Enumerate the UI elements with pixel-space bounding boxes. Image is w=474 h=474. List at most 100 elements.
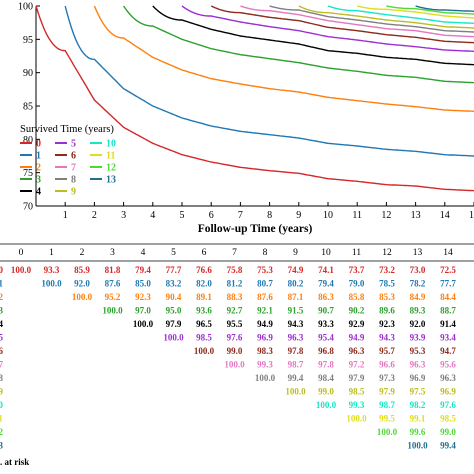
y-tick-label: 85 [23, 102, 33, 113]
table-cell: 96.3 [410, 360, 426, 370]
table-cell: 97.2 [349, 360, 365, 370]
survival-curve-8 [269, 5, 474, 33]
table-cell: 84.9 [410, 292, 426, 302]
at-risk-cell: 5759 [256, 473, 275, 474]
table-cell: 98.2 [410, 400, 426, 410]
table-cell: 77.7 [440, 279, 456, 289]
survival-curve-6 [210, 5, 474, 44]
survival-chart: 707580859095100123456789101112131415Foll… [18, 2, 474, 235]
table-row-label: 7 [0, 360, 4, 370]
y-tick-label: 95 [23, 35, 33, 46]
at-risk-cell: 1098 [439, 473, 458, 474]
at-risk-cell: 18511 [10, 473, 33, 474]
table-cell: 72.5 [440, 265, 456, 275]
table-cell: 98.5 [440, 414, 456, 424]
legend-label: 4 [36, 187, 41, 198]
table-cell: 87.6 [257, 292, 273, 302]
x-tick-label: 3 [121, 210, 126, 221]
table-cell: 81.2 [227, 279, 243, 289]
at-risk-cell: 7646 [195, 473, 214, 474]
table-cell: 96.3 [288, 333, 304, 343]
table-cell: 100.0 [224, 360, 245, 370]
table-cell: 99.0 [227, 346, 243, 356]
at-risk-cell: 15967 [40, 473, 63, 474]
table-cell: 100.0 [255, 373, 276, 383]
table-cell: 74.9 [288, 265, 304, 275]
table-cell: 92.0 [410, 319, 426, 329]
legend-label: 11 [106, 151, 115, 162]
table-cell: 73.0 [410, 265, 426, 275]
survival-curve-1 [64, 5, 474, 157]
legend-label: 10 [106, 139, 116, 150]
table-cell: 92.7 [227, 306, 243, 316]
survival-curve-13 [415, 5, 474, 12]
table-cell: 76.6 [196, 265, 212, 275]
table-cell: 95.2 [105, 292, 121, 302]
table-cell: 92.3 [379, 319, 395, 329]
table-cell: 99.3 [349, 400, 365, 410]
at-risk-cell: 8814 [165, 473, 184, 474]
table-cell: 97.8 [288, 346, 304, 356]
legend-label: 1 [36, 151, 41, 162]
x-tick-label: 7 [238, 210, 243, 221]
y-tick-label: 70 [23, 202, 33, 213]
table-cell: 100.0 [102, 306, 123, 316]
table-row-label: 6 [0, 346, 4, 356]
at-risk-label: . at risk [0, 457, 29, 467]
table-cell: 98.7 [379, 400, 395, 410]
table-cell: 79.4 [318, 279, 334, 289]
legend-title: Survived Time (years) [20, 124, 114, 135]
table-cell: 75.3 [257, 265, 273, 275]
table-cell: 98.7 [288, 360, 304, 370]
table-header-cell: 2 [80, 248, 85, 258]
table-cell: 84.4 [440, 292, 456, 302]
table-cell: 87.6 [105, 279, 121, 289]
y-tick-label: 100 [18, 2, 33, 13]
table-cell: 80.2 [288, 279, 304, 289]
table-cell: 82.0 [196, 279, 212, 289]
table-cell: 93.9 [410, 333, 426, 343]
table-header-cell: 12 [382, 248, 392, 258]
table-row-label: 0 [0, 400, 4, 410]
table-cell: 98.3 [257, 346, 273, 356]
y-tick-label: 80 [23, 135, 33, 146]
legend-label: 0 [36, 139, 41, 150]
x-tick-label: 15 [469, 210, 474, 221]
x-axis-title: Follow-up Time (years) [198, 223, 313, 235]
survival-curve-7 [240, 5, 474, 38]
table-cell: 100.0 [11, 265, 32, 275]
table-cell: 99.5 [379, 414, 395, 424]
table-cell: 96.8 [318, 346, 334, 356]
table-cell: 99.1 [410, 414, 426, 424]
table-cell: 94.7 [440, 346, 456, 356]
table-cell: 98.5 [196, 333, 212, 343]
table-cell: 85.8 [349, 292, 365, 302]
table-cell: 94.3 [288, 319, 304, 329]
table-cell: 100.0 [41, 279, 62, 289]
table-cell: 96.6 [379, 360, 395, 370]
legend-label: 8 [71, 175, 76, 186]
table-cell: 85.9 [74, 265, 90, 275]
table-row-label: 9 [0, 387, 4, 397]
table-row-label: 1 [0, 414, 4, 424]
table-row-label: 00 [0, 265, 4, 275]
table-cell: 97.0 [135, 306, 151, 316]
legend-label: 2 [36, 163, 41, 174]
table-cell: 99.0 [440, 427, 456, 437]
table-cell: 99.0 [318, 387, 334, 397]
legend-label: 12 [106, 163, 116, 174]
table-cell: 81.8 [105, 265, 121, 275]
table-cell: 98.5 [349, 387, 365, 397]
table-cell: 95.6 [440, 360, 456, 370]
survival-curve-0 [35, 5, 474, 192]
table-cell: 94.9 [257, 319, 273, 329]
at-risk-cell: 10168 [132, 473, 155, 474]
y-tick-label: 90 [23, 68, 33, 79]
table-cell: 79.0 [349, 279, 365, 289]
table-cell: 97.5 [410, 387, 426, 397]
y-tick-label: 75 [23, 168, 33, 179]
table-cell: 88.7 [440, 306, 456, 316]
table-header-cell: 8 [263, 248, 268, 258]
x-tick-label: 5 [180, 210, 185, 221]
at-risk-cell: 1736 [409, 473, 428, 474]
